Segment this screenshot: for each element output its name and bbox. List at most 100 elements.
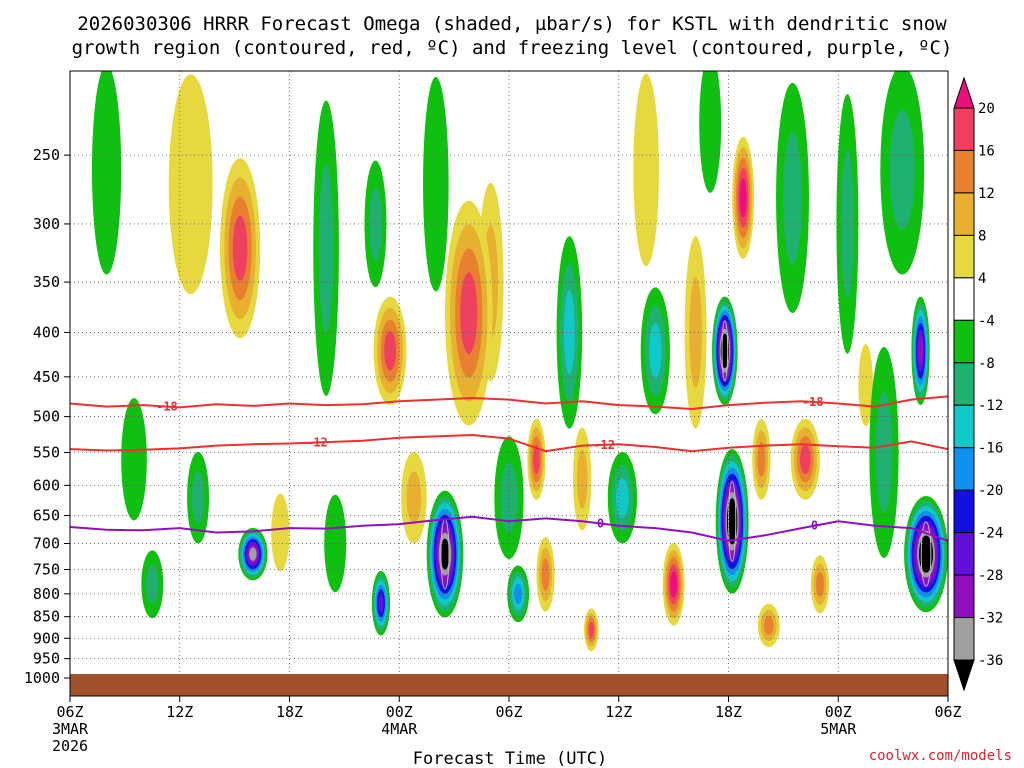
omega-contour-band bbox=[889, 109, 915, 231]
x-tick-label: 12Z bbox=[605, 703, 632, 721]
colorbar-label: -4 bbox=[978, 313, 995, 329]
omega-cell-12 bbox=[401, 451, 427, 544]
colorbar-label: -8 bbox=[978, 356, 995, 372]
y-tick-label: 350 bbox=[33, 273, 60, 291]
omega-cell-40 bbox=[238, 527, 268, 581]
credit-link[interactable]: coolwx.com/models bbox=[869, 748, 1012, 764]
x-tick-label: 00Z bbox=[825, 703, 852, 721]
x-tick-label: 18Z bbox=[276, 703, 303, 721]
omega-contour-band bbox=[369, 187, 382, 261]
omega-contour-band bbox=[440, 538, 450, 570]
omega-cell-10 bbox=[187, 451, 210, 544]
omega-cell-22 bbox=[556, 236, 583, 429]
contour-label: -12 bbox=[593, 438, 615, 452]
y-tick-label: 950 bbox=[33, 650, 60, 668]
contour-label: 0 bbox=[597, 517, 604, 531]
colorbar-segment bbox=[953, 192, 975, 236]
colorbar-segment bbox=[953, 404, 975, 449]
colorbar-label: 4 bbox=[978, 271, 986, 287]
colorbar-label: -20 bbox=[978, 483, 1003, 499]
omega-contour-band bbox=[757, 441, 766, 477]
omega-contour-band bbox=[500, 462, 518, 533]
colorbar-label: 8 bbox=[978, 228, 986, 244]
omega-cell-32 bbox=[527, 418, 546, 500]
omega-cell-38 bbox=[371, 570, 391, 636]
omega-cell-44 bbox=[904, 496, 948, 613]
omega-cell-20 bbox=[836, 94, 859, 354]
colorbar-segment bbox=[953, 489, 975, 534]
omega-core-outline bbox=[728, 481, 737, 562]
y-tick-label: 1000 bbox=[24, 669, 60, 687]
surface-terrain bbox=[70, 674, 948, 696]
omega-contour-band bbox=[146, 564, 159, 604]
omega-contour-band bbox=[721, 338, 728, 364]
y-axis-pressure-ticks: 250 300 350 400 450 500 550 600 650 700 750 800 850 9… bbox=[24, 146, 70, 687]
y-tick-label: 450 bbox=[33, 368, 60, 386]
omega-contour-band bbox=[588, 622, 594, 638]
omega-contour-band bbox=[324, 494, 347, 593]
y-tick-label: 700 bbox=[33, 534, 60, 552]
omega-cell-7 bbox=[324, 494, 347, 593]
y-tick-label: 500 bbox=[33, 408, 60, 426]
omega-contour-band bbox=[406, 471, 422, 525]
omega-cell-27 bbox=[640, 287, 670, 415]
colorbar-segment bbox=[953, 149, 975, 194]
omega-cell-37 bbox=[732, 136, 755, 260]
omega-contour-band bbox=[423, 76, 449, 292]
contour-label: -12 bbox=[306, 435, 328, 449]
colorbar-min-triangle bbox=[953, 659, 975, 692]
omega-cell-18 bbox=[573, 427, 592, 531]
omega-contour-band bbox=[783, 131, 802, 265]
omega-core-outline bbox=[721, 320, 729, 382]
omega-cell-3 bbox=[633, 73, 659, 267]
omega-contour-band bbox=[271, 493, 290, 572]
omega-contour-band bbox=[318, 163, 334, 334]
y-tick-label: 550 bbox=[33, 444, 60, 462]
omega-cell-41 bbox=[426, 490, 464, 618]
x-tick-date: 5MAR bbox=[820, 720, 857, 738]
omega-contour-band bbox=[616, 477, 629, 518]
colorbar-segment bbox=[953, 574, 975, 619]
omega-contour-band bbox=[739, 178, 747, 218]
omega-cell-8 bbox=[423, 76, 449, 292]
omega-contour-band bbox=[918, 336, 924, 366]
colorbar-segment bbox=[953, 319, 975, 364]
omega-contour-band bbox=[563, 290, 575, 375]
omega-cell-6 bbox=[91, 71, 122, 275]
colorbar-segment bbox=[953, 617, 975, 661]
omega-contour-band bbox=[249, 547, 257, 561]
omega-cell-24 bbox=[757, 603, 780, 648]
colorbar-segment bbox=[953, 532, 975, 576]
contour-line-2 bbox=[70, 515, 948, 542]
omega-cell-14 bbox=[776, 82, 809, 313]
omega-contour-band bbox=[232, 215, 248, 281]
omega-cell-1 bbox=[271, 493, 290, 572]
omega-cell-26 bbox=[536, 537, 555, 612]
omega-contour-band bbox=[699, 71, 722, 193]
omega-contour-band bbox=[815, 571, 824, 597]
omega-cell-16 bbox=[364, 160, 387, 288]
omega-contour-band bbox=[728, 504, 737, 539]
omega-cell-9 bbox=[141, 550, 164, 619]
colorbar-label: -32 bbox=[978, 611, 1003, 627]
colorbar-label: -12 bbox=[978, 398, 1003, 414]
omega-contour-band bbox=[576, 449, 588, 509]
omega-cell-0 bbox=[168, 74, 213, 295]
y-tick-label: 650 bbox=[33, 507, 60, 525]
omega-contour-band bbox=[875, 391, 893, 514]
y-tick-label: 600 bbox=[33, 476, 60, 494]
x-axis-label: Forecast Time (UTC) bbox=[413, 749, 607, 768]
omega-contour-band bbox=[648, 323, 662, 379]
chart-title-line2: growth region (contoured, red, ºC) and f… bbox=[72, 37, 953, 59]
omega-contour-band bbox=[168, 74, 213, 295]
omega-contour-band bbox=[633, 73, 659, 267]
colorbar-label: -28 bbox=[978, 568, 1003, 584]
omega-contour-band bbox=[533, 444, 540, 475]
omega-contour-band bbox=[763, 616, 774, 635]
omega-contour-band bbox=[800, 444, 811, 475]
x-tick-date: 3MAR bbox=[52, 720, 89, 738]
y-tick-label: 750 bbox=[33, 561, 60, 579]
colorbar-label: 12 bbox=[978, 186, 995, 202]
x-tick-label: 06Z bbox=[934, 703, 961, 721]
omega-contour-band bbox=[121, 398, 147, 521]
